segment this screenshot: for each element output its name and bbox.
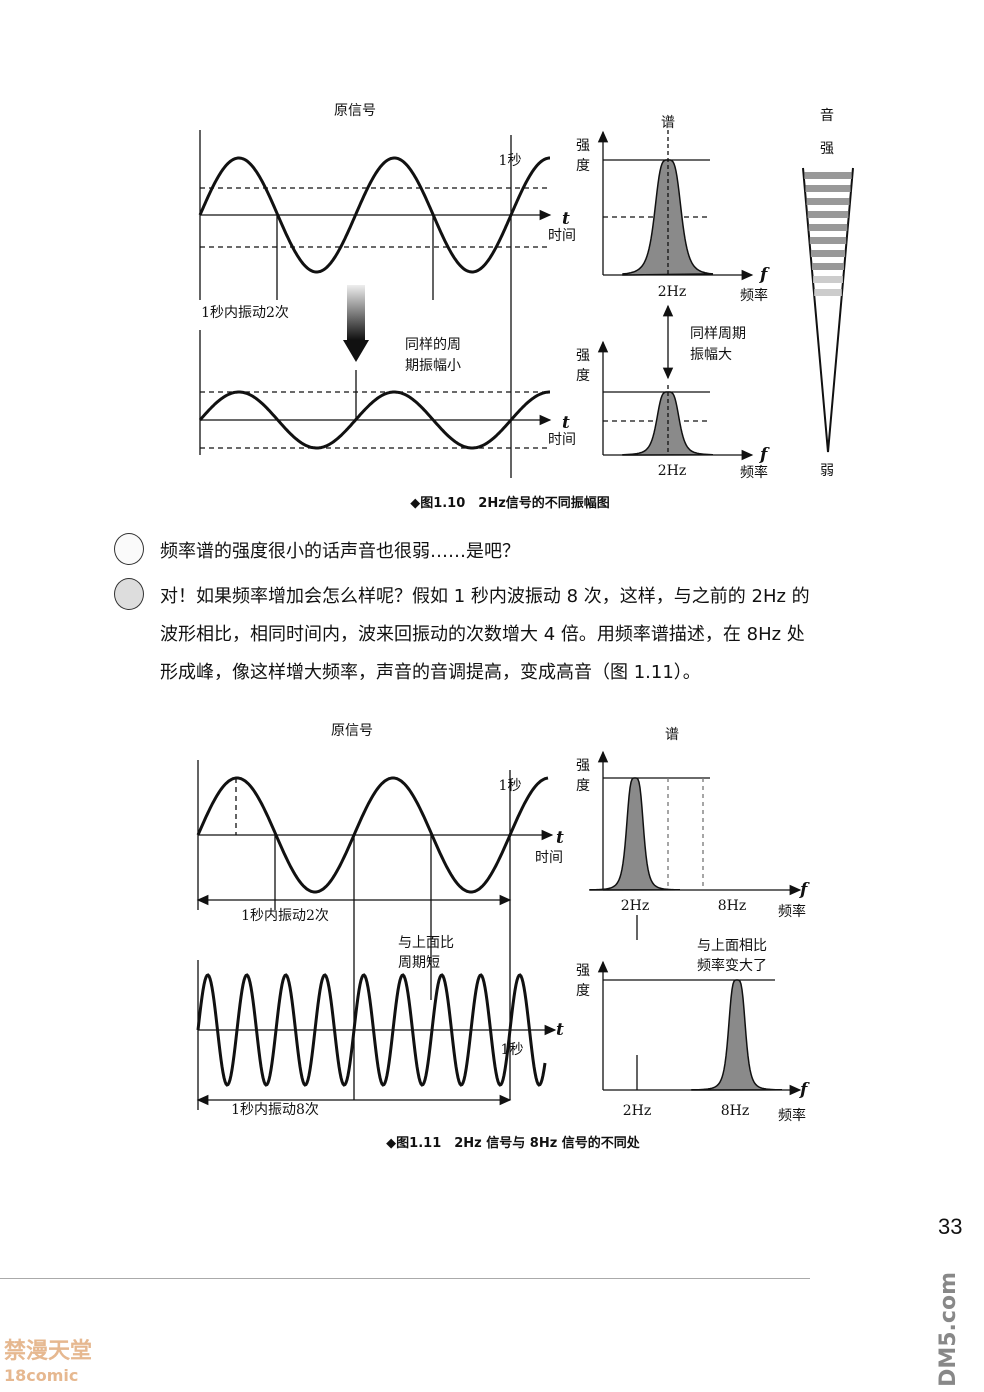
dialogue-line: 形成峰，像这样增大频率，声音的音调提高，变成高音（图 1.11）。 xyxy=(160,662,701,683)
svg-text:1秒内振动8次: 1秒内振动8次 xyxy=(231,1102,319,1118)
svg-text:t: t xyxy=(556,1020,564,1040)
svg-text:f: f xyxy=(799,1080,810,1100)
svg-text:频率变大了: 频率变大了 xyxy=(697,957,767,974)
figure-caption-1-10: ◆图1.10 2Hz信号的不同振幅图 xyxy=(410,495,610,511)
svg-text:时间: 时间 xyxy=(548,432,576,448)
volume-cone-stripes xyxy=(804,172,852,296)
svg-text:8Hz: 8Hz xyxy=(721,1103,750,1119)
label-t: t xyxy=(562,209,570,229)
label-weak: 弱 xyxy=(820,463,834,479)
svg-text:8Hz: 8Hz xyxy=(718,898,747,914)
sine-wave-large-amplitude xyxy=(198,156,550,274)
spectrum-peak-8hz xyxy=(691,979,783,1091)
cone-stripe xyxy=(806,198,850,205)
svg-text:2Hz: 2Hz xyxy=(623,1103,652,1119)
svg-text:频率: 频率 xyxy=(778,1107,806,1124)
sine-wave-8hz xyxy=(196,973,547,1087)
cone-stripe xyxy=(812,263,844,270)
volume-cone xyxy=(802,167,854,453)
svg-text:时间: 时间 xyxy=(535,850,563,866)
svg-text:谱: 谱 xyxy=(665,727,679,743)
svg-text:f: f xyxy=(759,265,770,285)
cone-stripe xyxy=(809,237,847,244)
sine-wave-small-amplitude xyxy=(198,390,550,450)
watermark-right: DM5.com xyxy=(936,1272,961,1387)
cone-stripe xyxy=(807,211,849,218)
teacher-avatar-icon xyxy=(114,578,144,610)
label-vibrate-twice: 1秒内振动2次 xyxy=(201,305,289,321)
svg-text:与上面比: 与上面比 xyxy=(398,935,454,951)
svg-text:1秒: 1秒 xyxy=(501,1042,524,1058)
svg-text:度: 度 xyxy=(576,158,590,174)
svg-text:f: f xyxy=(759,445,770,465)
watermark-left: 禁漫天堂 18comic xyxy=(4,1339,93,1386)
svg-text:原信号: 原信号 xyxy=(331,723,373,739)
dialogue-line: 对！如果频率增加会怎么样呢？假如 1 秒内波振动 8 次，这样，与之前的 2Hz… xyxy=(160,586,810,607)
cone-stripe xyxy=(813,276,843,283)
cone-stripe xyxy=(808,224,848,231)
svg-text:振幅大: 振幅大 xyxy=(690,347,732,363)
label-spectrum: 谱 xyxy=(661,115,675,131)
svg-text:2Hz: 2Hz xyxy=(621,898,650,914)
svg-text:2Hz: 2Hz xyxy=(658,463,687,479)
label-strong: 强 xyxy=(820,141,834,157)
svg-text:强: 强 xyxy=(576,963,590,979)
label-2hz: 2Hz xyxy=(658,284,687,300)
girl-avatar-icon xyxy=(114,533,144,565)
svg-text:度: 度 xyxy=(576,983,590,999)
svg-text:度: 度 xyxy=(576,778,590,794)
svg-text:t: t xyxy=(556,828,564,848)
dialogue-line: 频率谱的强度很小的话声音也很弱……是吧？ xyxy=(160,541,520,562)
svg-text:频率: 频率 xyxy=(740,464,768,481)
label-one-second: 1秒 xyxy=(499,153,522,169)
svg-text:期振幅小: 期振幅小 xyxy=(405,358,461,374)
cone-stripe xyxy=(805,185,851,192)
page-number: 33 xyxy=(938,1214,963,1239)
svg-text:频率: 频率 xyxy=(778,903,806,920)
footer-rule xyxy=(0,1278,810,1279)
svg-text:1秒内振动2次: 1秒内振动2次 xyxy=(241,908,329,924)
cone-stripe xyxy=(810,250,846,257)
label-same-period-small: 同样的周 xyxy=(405,337,461,353)
svg-text:强: 强 xyxy=(576,348,590,364)
label-intensity: 强 xyxy=(576,138,590,154)
figure-caption-1-11: ◆图1.11 2Hz 信号与 8Hz 信号的不同处 xyxy=(386,1135,641,1151)
sine-wave-2hz xyxy=(196,776,549,894)
label-frequency: 频率 xyxy=(740,287,768,304)
spectrum-peak-2hz xyxy=(589,777,681,891)
label-time: 时间 xyxy=(548,228,576,244)
svg-text:f: f xyxy=(799,880,810,900)
svg-text:强: 强 xyxy=(576,758,590,774)
down-arrow-head-icon xyxy=(343,340,369,362)
dialogue-line: 波形相比，相同时间内，波来回振动的次数增大 4 倍。用频率谱描述，在 8Hz 处 xyxy=(160,624,805,645)
down-arrow-icon xyxy=(347,285,365,340)
label-volume: 音 xyxy=(820,107,834,124)
svg-text:与上面相比: 与上面相比 xyxy=(697,938,767,954)
cone-stripe xyxy=(804,172,852,179)
label-same-period-large: 同样周期 xyxy=(690,326,746,342)
svg-text:1秒: 1秒 xyxy=(499,778,522,794)
label-original-signal: 原信号 xyxy=(334,103,376,119)
cone-stripe xyxy=(814,289,842,296)
svg-text:t: t xyxy=(562,413,570,433)
svg-text:周期短: 周期短 xyxy=(398,955,440,971)
svg-text:度: 度 xyxy=(576,368,590,384)
